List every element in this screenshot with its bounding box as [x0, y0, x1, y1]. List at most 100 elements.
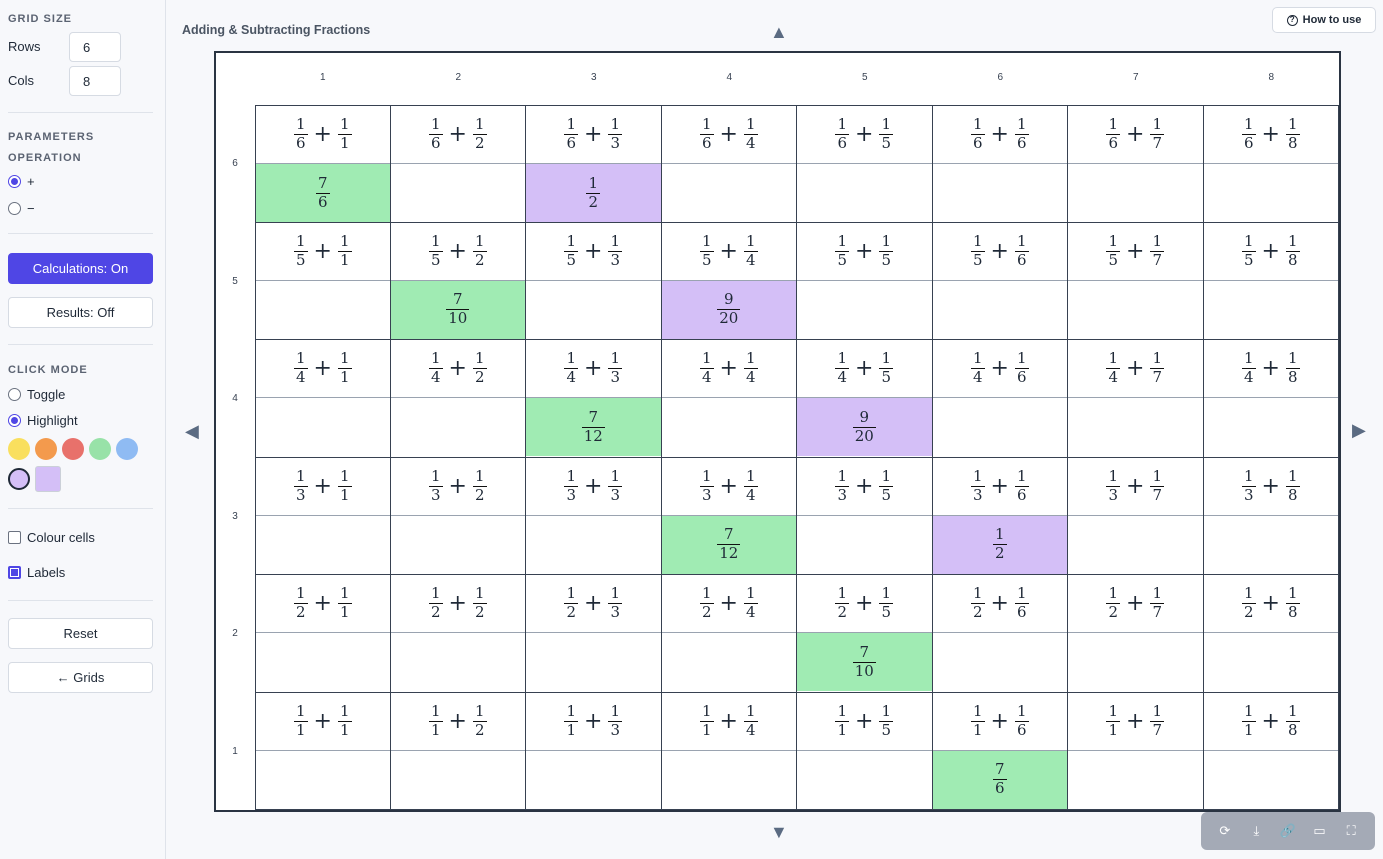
cell-result[interactable]	[933, 164, 1068, 222]
color-swatch[interactable]	[89, 438, 111, 460]
cell-result[interactable]	[1068, 751, 1203, 809]
grid-cell[interactable]: 1 2 +1 1	[255, 575, 391, 693]
cell-result[interactable]	[933, 633, 1068, 691]
grid-cell[interactable]: 1 2 +1 7	[1068, 575, 1204, 693]
cols-input[interactable]: 8	[69, 66, 121, 96]
cell-result[interactable]	[1068, 398, 1203, 456]
cell-result[interactable]	[662, 633, 797, 691]
cell-result[interactable]	[662, 398, 797, 456]
custom-color-square[interactable]	[35, 466, 61, 492]
grid-cell[interactable]: 1 6 +1 1 7 6	[255, 105, 391, 223]
cell-result[interactable]	[526, 751, 661, 809]
grid-cell[interactable]: 1 3 +1 5	[797, 457, 933, 575]
grid-cell[interactable]: 1 6 +1 2	[390, 105, 526, 223]
cell-result[interactable]	[1068, 516, 1203, 574]
arrow-down-button[interactable]: ▼	[770, 822, 788, 842]
grid-cell[interactable]: 1 4 +1 2	[390, 340, 526, 458]
color-swatch[interactable]	[62, 438, 84, 460]
results-button[interactable]: Results: Off	[8, 297, 153, 328]
cell-result[interactable]	[1204, 516, 1339, 574]
cell-result[interactable]	[933, 398, 1068, 456]
grid-cell[interactable]: 1 6 +1 4	[661, 105, 797, 223]
rows-input[interactable]: 6	[69, 32, 121, 62]
grid-cell[interactable]: 1 4 +1 8	[1203, 340, 1339, 458]
grid-cell[interactable]: 1 1 +1 2	[390, 692, 526, 810]
grid-cell[interactable]: 1 1 +1 7	[1068, 692, 1204, 810]
grid-cell[interactable]: 1 3 +1 1	[255, 457, 391, 575]
cell-result[interactable]	[662, 164, 797, 222]
grids-button[interactable]: ← Grids	[8, 662, 153, 693]
grid-cell[interactable]: 1 6 +1 5	[797, 105, 933, 223]
arrow-up-button[interactable]: ▲	[770, 22, 788, 42]
grid-cell[interactable]: 1 4 +1 5 9 20	[797, 340, 933, 458]
grid-cell[interactable]: 1 5 +1 3	[526, 222, 662, 340]
cell-result[interactable]	[256, 633, 390, 691]
cell-result[interactable]	[1204, 633, 1339, 691]
grid-cell[interactable]: 1 2 +1 5 7 10	[797, 575, 933, 693]
cell-result[interactable]	[1204, 398, 1339, 456]
grid-cell[interactable]: 1 6 +1 3 1 2	[526, 105, 662, 223]
grid-cell[interactable]: 1 2 +1 8	[1203, 575, 1339, 693]
grid-cell[interactable]: 1 5 +1 8	[1203, 222, 1339, 340]
cell-result[interactable]	[526, 516, 661, 574]
cell-result[interactable]	[662, 751, 797, 809]
cell-result[interactable]	[526, 281, 661, 339]
grid-cell[interactable]: 1 3 +1 7	[1068, 457, 1204, 575]
fullscreen-icon[interactable]: ⛶	[1346, 823, 1356, 838]
grid-cell[interactable]: 1 1 +1 4	[661, 692, 797, 810]
grid-cell[interactable]: 1 1 +1 5	[797, 692, 933, 810]
grid-cell[interactable]: 1 2 +1 3	[526, 575, 662, 693]
grid-cell[interactable]: 1 5 +1 5	[797, 222, 933, 340]
grid-cell[interactable]: 1 1 +1 3	[526, 692, 662, 810]
mode-toggle-radio[interactable]: Toggle	[8, 387, 65, 402]
arrow-right-button[interactable]: ▶	[1352, 420, 1366, 440]
cell-result[interactable]	[256, 751, 390, 809]
grid-cell[interactable]: 1 5 +1 1	[255, 222, 391, 340]
grid-cell[interactable]: 1 4 +1 3 7 12	[526, 340, 662, 458]
mode-highlight-radio[interactable]: Highlight	[8, 413, 78, 428]
reset-button[interactable]: Reset	[8, 618, 153, 649]
cell-result[interactable]	[391, 164, 526, 222]
cell-result[interactable]	[256, 516, 390, 574]
color-swatch[interactable]	[8, 438, 30, 460]
link-icon[interactable]: 🔗	[1279, 823, 1297, 838]
arrow-left-button[interactable]: ◀	[185, 421, 199, 441]
grid-cell[interactable]: 1 3 +1 4 7 12	[661, 457, 797, 575]
grid-cell[interactable]: 1 6 +1 6	[932, 105, 1068, 223]
labels-checkbox[interactable]: Labels	[8, 565, 65, 580]
operation-minus-radio[interactable]: −	[8, 201, 35, 216]
grid-cell[interactable]: 1 2 +1 6	[932, 575, 1068, 693]
grid-cell[interactable]: 1 5 +1 4 9 20	[661, 222, 797, 340]
cell-result[interactable]	[391, 398, 526, 456]
grid-cell[interactable]: 1 3 +1 8	[1203, 457, 1339, 575]
how-to-use-button[interactable]: ? How to use	[1272, 7, 1376, 33]
cell-result[interactable]: 9 20	[797, 398, 932, 456]
colour-cells-checkbox[interactable]: Colour cells	[8, 530, 95, 545]
cell-result[interactable]	[1204, 751, 1339, 809]
grid-cell[interactable]: 1 4 +1 1	[255, 340, 391, 458]
grid-cell[interactable]: 1 3 +1 2	[390, 457, 526, 575]
grid-cell[interactable]: 1 6 +1 8	[1203, 105, 1339, 223]
cell-result[interactable]	[1204, 281, 1339, 339]
calculations-button[interactable]: Calculations: On	[8, 253, 153, 284]
monitor-icon[interactable]: ▭	[1313, 823, 1326, 838]
cell-result[interactable]	[391, 516, 526, 574]
cell-result[interactable]	[526, 633, 661, 691]
grid-cell[interactable]: 1 2 +1 2	[390, 575, 526, 693]
cell-result[interactable]	[797, 281, 932, 339]
cell-result[interactable]	[256, 398, 390, 456]
cell-result[interactable]: 7 10	[797, 633, 932, 691]
cell-result[interactable]	[797, 164, 932, 222]
cell-result[interactable]	[1068, 281, 1203, 339]
cell-result[interactable]	[391, 633, 526, 691]
grid-cell[interactable]: 1 4 +1 4	[661, 340, 797, 458]
grid-cell[interactable]: 1 4 +1 6	[932, 340, 1068, 458]
grid-cell[interactable]: 1 5 +1 7	[1068, 222, 1204, 340]
cell-result[interactable]	[256, 281, 390, 339]
cell-result[interactable]: 9 20	[661, 280, 796, 339]
cell-result[interactable]	[391, 751, 526, 809]
cell-result[interactable]: 7 12	[526, 398, 661, 456]
